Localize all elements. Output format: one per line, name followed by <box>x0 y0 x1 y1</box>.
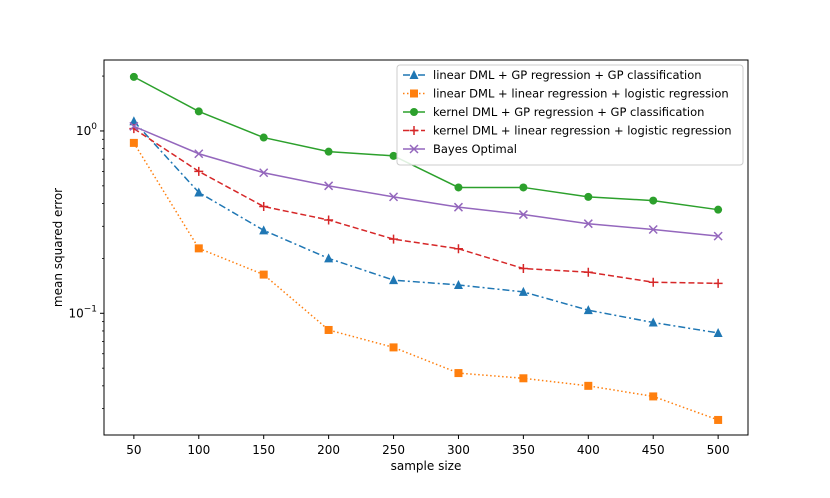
series-4 <box>129 124 723 288</box>
y-tick-label: 100 <box>76 122 97 138</box>
data-point <box>259 168 269 178</box>
x-tick-label: 150 <box>252 443 275 457</box>
legend-item: Bayes Optimal <box>403 142 517 156</box>
data-point <box>194 107 203 116</box>
series-5 <box>129 121 723 241</box>
legend-item: linear DML + linear regression + logisti… <box>403 87 729 101</box>
data-point <box>129 72 138 81</box>
data-point <box>518 264 528 274</box>
data-point <box>584 381 593 390</box>
data-point <box>129 116 139 126</box>
data-point <box>324 147 333 156</box>
legend-label: linear DML + linear regression + logisti… <box>433 87 729 101</box>
plot-frame <box>103 59 749 436</box>
data-point <box>518 210 528 220</box>
data-point <box>583 219 593 229</box>
data-point <box>389 151 398 160</box>
series-line <box>133 125 719 237</box>
series-3 <box>129 72 723 214</box>
legend-box <box>396 64 744 166</box>
series-2 <box>129 138 723 424</box>
data-point <box>389 234 399 244</box>
data-point <box>324 325 333 334</box>
y-tick-label: 10−1 <box>68 304 97 320</box>
x-tick-label: 500 <box>707 443 730 457</box>
series-line <box>133 76 719 211</box>
x-tick-label: 450 <box>642 443 665 457</box>
data-point <box>129 138 138 147</box>
x-tick-label: 50 <box>126 443 141 457</box>
legend-label: kernel DML + GP regression + GP classifi… <box>433 105 704 119</box>
legend-marker <box>409 144 419 154</box>
data-point <box>648 317 658 327</box>
legend-marker <box>409 126 419 135</box>
legend-label: kernel DML + linear regression + logisti… <box>433 124 732 138</box>
y-axis-label: mean squared error <box>51 188 65 307</box>
data-point <box>648 277 658 287</box>
data-point <box>324 215 334 225</box>
series-1 <box>129 116 723 337</box>
legend-marker <box>409 70 419 79</box>
series-line <box>133 120 719 334</box>
data-point <box>584 192 593 201</box>
data-point <box>194 244 203 253</box>
data-point <box>259 133 268 142</box>
legend: linear DML + GP regression + GP classifi… <box>396 64 744 166</box>
legend-marker <box>410 89 418 98</box>
data-point <box>259 225 269 235</box>
data-point <box>194 187 204 197</box>
data-point <box>194 149 204 159</box>
data-point <box>713 231 723 241</box>
x-tick-label: 100 <box>187 443 210 457</box>
data-point <box>389 192 399 202</box>
data-point <box>648 224 658 235</box>
data-point <box>518 286 528 296</box>
data-point <box>713 327 723 337</box>
series-layer <box>129 72 723 424</box>
data-point <box>713 278 723 288</box>
data-point <box>583 267 593 277</box>
x-tick-label: 200 <box>317 443 340 457</box>
x-tick-label: 350 <box>512 443 535 457</box>
x-tick-label: 400 <box>577 443 600 457</box>
data-point <box>649 196 658 205</box>
data-point <box>519 183 528 192</box>
data-point <box>714 415 723 424</box>
series-line <box>133 127 719 285</box>
data-point <box>583 305 593 315</box>
data-point <box>324 253 334 263</box>
data-point <box>519 374 528 383</box>
data-point <box>389 343 398 352</box>
data-point <box>714 205 723 214</box>
legend-item: kernel DML + linear regression + logisti… <box>403 124 732 138</box>
axes-layer: 50 100 150 200 250 300 350 400 450 500 100 10−1 samp… <box>51 75 730 473</box>
x-tick-label: 300 <box>447 443 470 457</box>
x-axis-label: sample size <box>391 459 462 473</box>
legend-label: linear DML + GP regression + GP classifi… <box>433 68 702 82</box>
legend-item: linear DML + GP regression + GP classifi… <box>403 68 702 82</box>
legend-item: kernel DML + GP regression + GP classifi… <box>403 105 704 119</box>
data-point <box>454 369 463 378</box>
data-point <box>259 270 268 279</box>
series-line <box>133 142 719 421</box>
data-point <box>389 275 399 285</box>
data-point <box>324 181 334 191</box>
data-point <box>453 279 463 289</box>
data-point <box>453 244 463 254</box>
data-point <box>194 166 204 176</box>
data-point <box>454 183 463 192</box>
legend-marker <box>410 108 418 116</box>
legend-label: Bayes Optimal <box>433 142 517 156</box>
data-point <box>259 202 269 212</box>
data-point <box>453 202 463 212</box>
data-point <box>129 121 139 131</box>
data-point <box>649 392 658 401</box>
x-tick-label: 250 <box>382 443 405 457</box>
